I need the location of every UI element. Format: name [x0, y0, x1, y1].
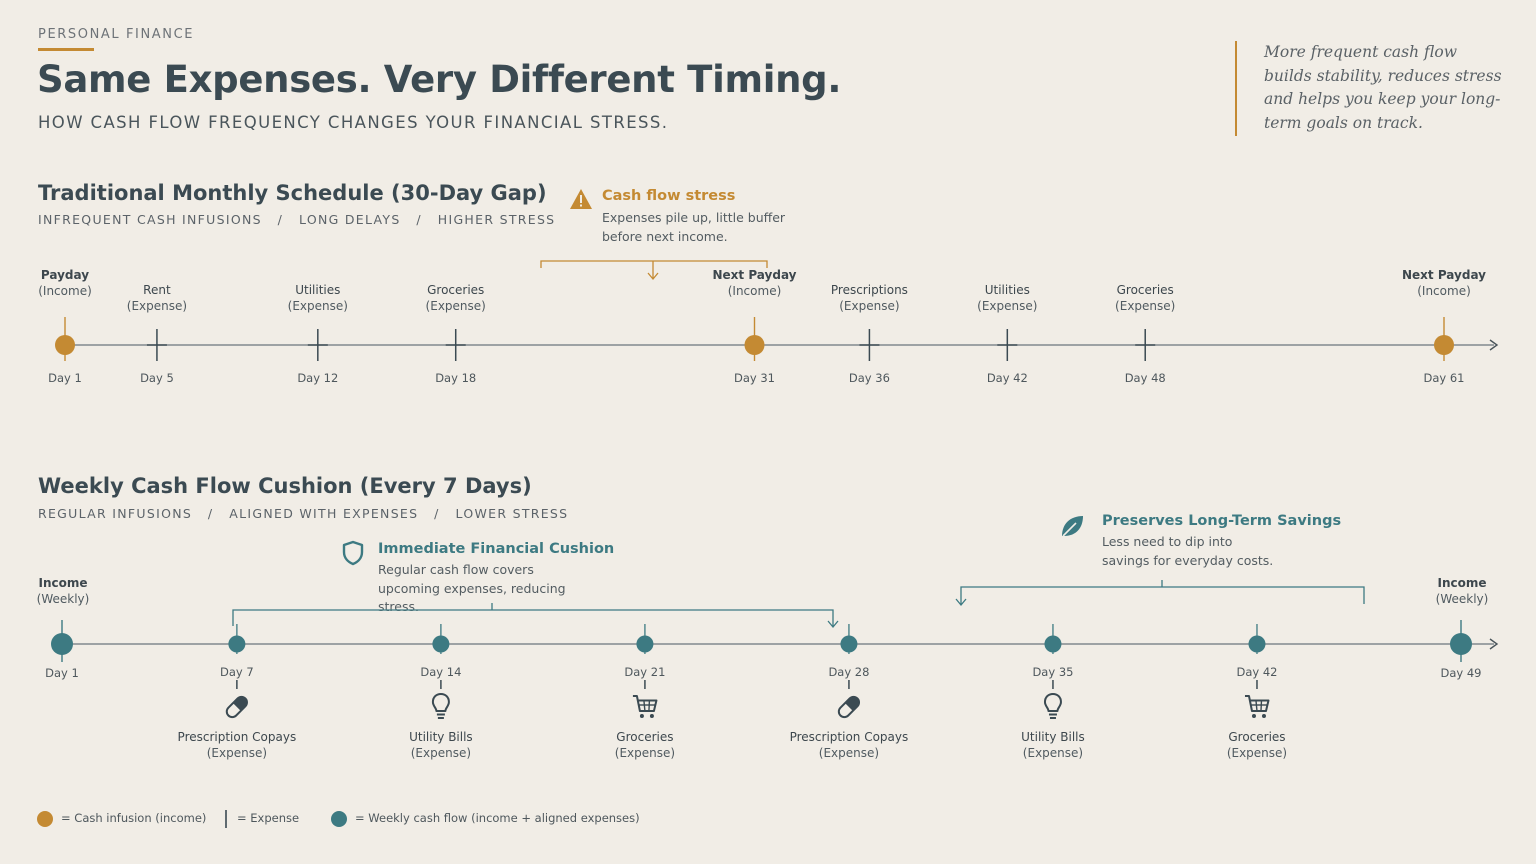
page-title: Same Expenses. Very Different Timing.	[37, 58, 842, 101]
weekly-cashflow-marker	[840, 635, 858, 653]
weekly-expense-label: Prescription Copays (Expense)	[177, 730, 297, 760]
stress-bracket-arrow	[647, 272, 659, 281]
expense-event-label: Utilities (Expense)	[977, 283, 1038, 313]
income-marker	[1434, 335, 1454, 355]
day-label: Day 28	[828, 665, 870, 679]
monthly-section-subtitle: INFREQUENT CASH INFUSIONS / LONG DELAYS …	[38, 212, 556, 227]
day-label: Day 42	[986, 371, 1028, 385]
expense-event-label: Groceries (Expense)	[1115, 283, 1176, 313]
day-label: Day 42	[1236, 665, 1278, 679]
day-label: Day 14	[420, 665, 462, 679]
weekly-income-start-label: Income (Weekly)	[36, 576, 90, 606]
income-event-label: Payday (Income)	[38, 268, 92, 298]
page-subtitle: HOW CASH FLOW FREQUENCY CHANGES YOUR FIN…	[38, 113, 669, 132]
pill-icon	[837, 695, 861, 719]
weekly-expense-label: Utility Bills (Expense)	[409, 730, 473, 760]
weekly-cashflow-marker	[228, 635, 246, 653]
stress-callout-title: Cash flow stress	[602, 188, 736, 204]
pull-quote: More frequent cash flow builds stability…	[1264, 43, 1502, 132]
savings-bracket	[960, 586, 1365, 604]
day-label: Day 1	[45, 666, 79, 680]
expense-event-label: Groceries (Expense)	[425, 283, 486, 313]
lightbulb-icon	[1043, 693, 1062, 719]
day-label: Day 12	[297, 371, 339, 385]
cart-icon	[1244, 695, 1270, 718]
lightbulb-icon	[431, 693, 450, 719]
income-marker	[744, 335, 765, 355]
cushion-callout-title: Immediate Financial Cushion	[378, 541, 615, 557]
weekly-expense-label: Utility Bills (Expense)	[1021, 730, 1085, 760]
pill-icon	[225, 695, 248, 719]
income-event-label: Next Payday (Income)	[712, 268, 797, 298]
legend-weekly-text: = Weekly cash flow (income + aligned exp…	[355, 811, 640, 825]
day-label: Day 48	[1124, 371, 1166, 385]
savings-bracket-arrow	[955, 598, 967, 607]
weekly-cashflow-marker	[432, 635, 450, 653]
stress-bracket	[540, 260, 768, 268]
kicker-underline	[38, 48, 94, 51]
quote-accent-bar	[1235, 41, 1237, 136]
weekly-income-end-label: Income (Weekly)	[1435, 576, 1489, 606]
monthly-section-title: Traditional Monthly Schedule (30-Day Gap…	[38, 181, 547, 205]
weekly-expense-label: Groceries (Expense)	[614, 730, 676, 760]
leaf-icon	[1058, 512, 1086, 544]
day-label: Day 1	[48, 371, 82, 385]
weekly-expense-label: Prescription Copays (Expense)	[789, 730, 909, 760]
expense-event-label: Rent (Expense)	[126, 283, 188, 313]
cushion-bracket-arrow	[827, 620, 839, 629]
cushion-bracket	[232, 609, 834, 626]
weekly-income-marker	[1450, 633, 1472, 655]
expense-event-label: Utilities (Expense)	[287, 283, 348, 313]
shield-icon	[341, 540, 365, 570]
legend-weekly-swatch	[331, 811, 347, 827]
warning-icon	[569, 188, 593, 214]
weekly-expense-label: Groceries (Expense)	[1226, 730, 1288, 760]
day-label: Day 61	[1423, 371, 1465, 385]
day-label: Day 21	[624, 665, 666, 679]
weekly-cashflow-marker	[1248, 635, 1266, 653]
day-label: Day 35	[1032, 665, 1074, 679]
legend-income-text: = Cash infusion (income)	[61, 811, 207, 825]
kicker: PERSONAL FINANCE	[38, 27, 195, 42]
weekly-cashflow-marker	[1044, 635, 1062, 653]
legend-income-swatch	[37, 811, 53, 827]
stress-callout-desc: Expenses pile up, little buffer before n…	[602, 210, 786, 244]
expense-event-label: Prescriptions (Expense)	[830, 283, 908, 313]
day-label: Day 49	[1440, 666, 1482, 680]
income-event-label: Next Payday (Income)	[1402, 268, 1486, 298]
weekly-timeline-arrow	[1489, 638, 1499, 650]
weekly-income-marker	[51, 633, 73, 655]
day-label: Day 18	[435, 371, 477, 385]
cart-icon	[632, 695, 658, 718]
monthly-timeline-arrow	[1489, 339, 1499, 351]
cushion-callout-desc: Regular cash flow covers upcoming expens…	[378, 562, 566, 614]
income-marker	[55, 335, 75, 355]
day-label: Day 36	[848, 371, 890, 385]
legend-expense-text: = Expense	[237, 811, 300, 825]
weekly-section-subtitle: REGULAR INFUSIONS / ALIGNED WITH EXPENSE…	[38, 506, 569, 521]
savings-callout-title: Preserves Long-Term Savings	[1102, 513, 1342, 529]
weekly-cashflow-marker	[636, 635, 654, 653]
day-label: Day 7	[220, 665, 254, 679]
day-label: Day 5	[140, 371, 174, 385]
savings-callout-desc: Less need to dip into savings for everyd…	[1102, 534, 1274, 568]
weekly-section-title: Weekly Cash Flow Cushion (Every 7 Days)	[38, 474, 532, 498]
day-label: Day 31	[734, 371, 775, 385]
